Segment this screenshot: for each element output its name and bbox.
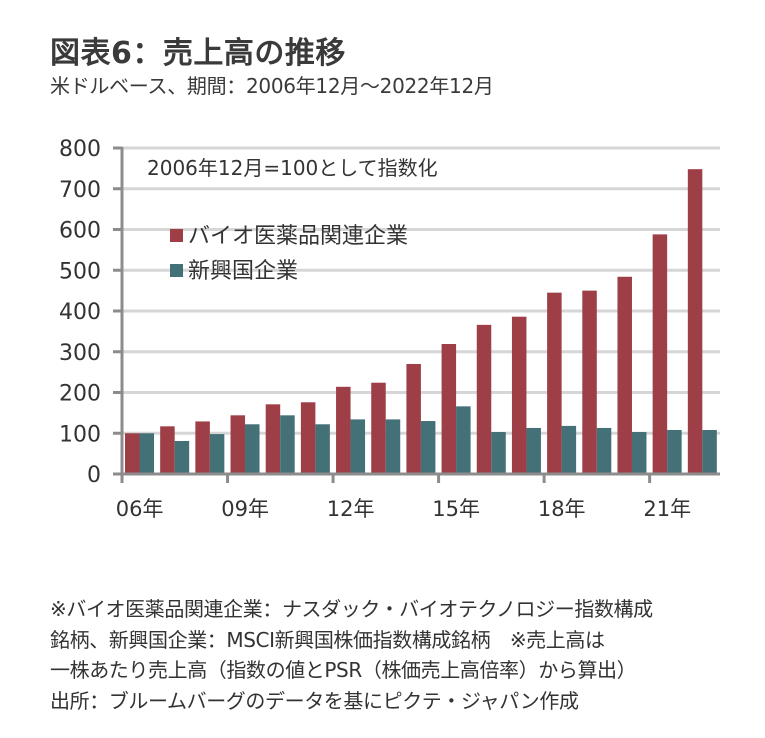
bar-biopharma [125, 433, 140, 474]
bar-biopharma [195, 421, 210, 474]
chart-subtitle: 米ドルベース、期間：2006年12月～2022年12月 [50, 74, 494, 98]
bar-biopharma [511, 316, 527, 474]
footnote-line: 銘柄、新興国企業：MSCI新興国株価指数構成銘柄 ※売上高は [50, 627, 605, 652]
bar-emerging [315, 424, 330, 474]
x-tick-label: 09年 [221, 497, 269, 521]
footnote-line: ※バイオ医薬品関連企業：ナスダック・バイオテクノロジー指数構成 [50, 597, 653, 621]
bars [125, 169, 717, 474]
footnote-line: 出所：ブルームバーグのデータを基にピクテ・ジャパン作成 [50, 688, 579, 713]
bar-emerging [491, 432, 506, 474]
x-tick-label: 18年 [538, 497, 586, 521]
bar-emerging [139, 433, 154, 474]
y-tick-label: 200 [59, 382, 101, 407]
bar-emerging [245, 424, 260, 474]
bar-emerging [420, 421, 436, 474]
y-tick-label: 100 [59, 422, 101, 447]
y-tick-label: 300 [59, 341, 101, 366]
bar-biopharma [406, 363, 421, 474]
footnote-line: 一株あたり売上高（指数の値とPSR（株価売上高倍率）から算出） [50, 658, 637, 682]
chart-annotation: 2006年12月=100として指数化 [147, 156, 438, 180]
bar-emerging [702, 429, 717, 474]
x-tick-label: 12年 [327, 497, 375, 521]
legend-swatch [170, 264, 183, 277]
bar-emerging [526, 427, 541, 474]
bar-biopharma [160, 426, 175, 474]
x-axis-ticks: 06年 09年 12年 15年 18年 21年 [116, 474, 691, 521]
bar-biopharma [582, 290, 597, 474]
y-tick-label: 600 [59, 219, 101, 244]
bar-emerging [631, 432, 647, 474]
bar-emerging [667, 429, 682, 474]
bar-biopharma [336, 386, 351, 474]
y-tick-label: 400 [59, 300, 101, 325]
bar-biopharma [547, 292, 562, 474]
axes [113, 147, 720, 482]
bar-biopharma [652, 234, 668, 474]
x-tick-label: 06年 [116, 497, 164, 521]
bar-emerging [280, 415, 295, 474]
y-tick-label: 500 [59, 259, 101, 284]
bar-emerging [561, 425, 577, 474]
y-tick-label: 800 [59, 137, 101, 162]
bar-emerging [174, 440, 190, 474]
x-tick-label: 21年 [643, 497, 691, 521]
legend-label: バイオ医薬品関連企業 [188, 224, 408, 249]
bar-biopharma [230, 415, 246, 474]
bar-emerging [596, 427, 612, 474]
y-axis-ticks: 0 100 200 300 400 500 600 700 800 [59, 137, 122, 488]
legend-label: 新興国企業 [188, 259, 298, 284]
bar-biopharma [687, 169, 703, 474]
bar-biopharma [441, 344, 457, 474]
bar-biopharma [476, 324, 492, 474]
y-tick-label: 700 [59, 178, 101, 203]
bar-emerging [456, 406, 471, 474]
bar-biopharma [265, 404, 281, 474]
y-tick-label: 0 [87, 463, 101, 488]
bar-biopharma [300, 402, 316, 474]
bar-emerging [350, 419, 366, 474]
footnotes: ※バイオ医薬品関連企業：ナスダック・バイオテクノロジー指数構成 銘柄、新興国企業… [50, 594, 653, 716]
bar-emerging [385, 419, 401, 474]
legend-swatch [170, 229, 183, 242]
bar-biopharma [371, 382, 386, 474]
chart-title: 図表6：売上高の推移 [50, 36, 346, 71]
x-tick-label: 15年 [432, 497, 480, 521]
bar-emerging [209, 434, 225, 474]
bar-biopharma [617, 276, 632, 474]
